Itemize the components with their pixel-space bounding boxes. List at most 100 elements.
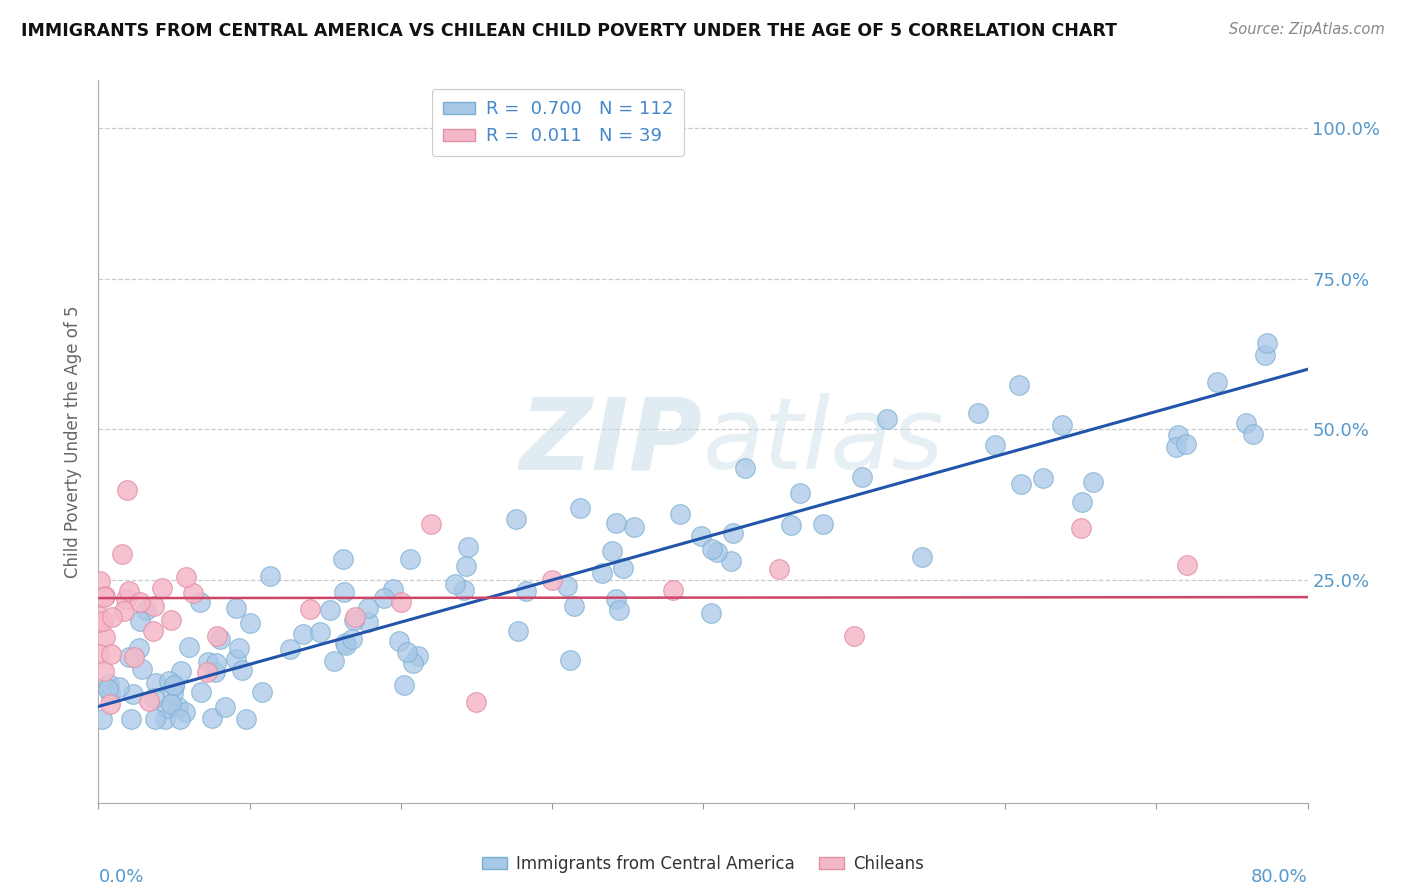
Point — [162, 686, 184, 700]
Point — [661, 583, 683, 598]
Point — [208, 632, 231, 647]
Point — [1241, 427, 1264, 442]
Point — [308, 625, 330, 640]
Point — [214, 699, 236, 714]
Point — [197, 665, 219, 679]
Point — [250, 685, 273, 699]
Point — [420, 516, 443, 531]
Point — [966, 407, 988, 421]
Point — [259, 569, 281, 583]
Point — [911, 550, 934, 565]
Point — [207, 629, 229, 643]
Point — [98, 698, 121, 712]
Point — [540, 574, 562, 588]
Point — [179, 640, 201, 654]
Point — [93, 590, 115, 604]
Point — [357, 615, 380, 630]
Point — [373, 591, 395, 605]
Point — [228, 640, 250, 655]
Point — [120, 712, 142, 726]
Point — [143, 712, 166, 726]
Point — [768, 562, 790, 576]
Point — [101, 610, 124, 624]
Point — [1167, 427, 1189, 442]
Point — [1166, 440, 1188, 454]
Point — [389, 595, 412, 609]
Point — [142, 624, 165, 639]
Point — [142, 599, 165, 614]
Point — [506, 624, 529, 638]
Point — [225, 651, 247, 665]
Point — [115, 592, 138, 607]
Point — [197, 655, 219, 669]
Point — [97, 682, 120, 697]
Point — [456, 559, 478, 574]
Point — [344, 610, 367, 624]
Point — [332, 585, 354, 599]
Point — [1008, 377, 1031, 392]
Point — [335, 636, 357, 650]
Point — [138, 693, 160, 707]
Point — [779, 518, 801, 533]
Point — [811, 516, 834, 531]
Point — [342, 632, 364, 646]
Point — [1205, 375, 1227, 389]
Point — [152, 581, 174, 595]
Point — [235, 712, 257, 726]
Point — [1052, 417, 1074, 432]
Point — [844, 629, 866, 643]
Point — [1083, 475, 1105, 490]
Point — [394, 678, 416, 692]
Point — [1174, 436, 1197, 450]
Point — [107, 680, 129, 694]
Point — [343, 613, 366, 627]
Point — [94, 589, 117, 603]
Point — [280, 641, 302, 656]
Point — [156, 700, 179, 714]
Point — [444, 577, 467, 591]
Point — [299, 602, 322, 616]
Point — [145, 676, 167, 690]
Point — [721, 525, 744, 540]
Point — [605, 591, 627, 606]
Point — [122, 650, 145, 665]
Point — [555, 579, 578, 593]
Text: atlas: atlas — [703, 393, 945, 490]
Point — [93, 665, 115, 679]
Point — [188, 594, 211, 608]
Point — [388, 633, 411, 648]
Y-axis label: Child Poverty Under the Age of 5: Child Poverty Under the Age of 5 — [65, 305, 83, 578]
Point — [851, 469, 873, 483]
Point — [699, 606, 721, 620]
Point — [505, 512, 527, 526]
Point — [558, 653, 581, 667]
Point — [131, 662, 153, 676]
Point — [122, 687, 145, 701]
Point — [600, 544, 623, 558]
Point — [118, 584, 141, 599]
Point — [457, 541, 479, 555]
Point — [291, 626, 314, 640]
Point — [1071, 495, 1094, 509]
Point — [118, 649, 141, 664]
Point — [465, 695, 488, 709]
Point — [396, 645, 419, 659]
Point — [1256, 336, 1278, 351]
Point — [112, 604, 135, 618]
Point — [239, 616, 262, 631]
Point — [204, 665, 226, 680]
Point — [1254, 348, 1277, 362]
Point — [669, 508, 692, 522]
Point — [1010, 477, 1032, 491]
Point — [607, 603, 630, 617]
Point — [163, 679, 186, 693]
Point — [174, 705, 197, 719]
Point — [322, 653, 344, 667]
Point — [591, 566, 613, 580]
Point — [1070, 521, 1092, 535]
Point — [623, 519, 645, 533]
Point — [399, 552, 422, 566]
Point — [720, 554, 742, 568]
Point — [190, 684, 212, 698]
Point — [318, 603, 340, 617]
